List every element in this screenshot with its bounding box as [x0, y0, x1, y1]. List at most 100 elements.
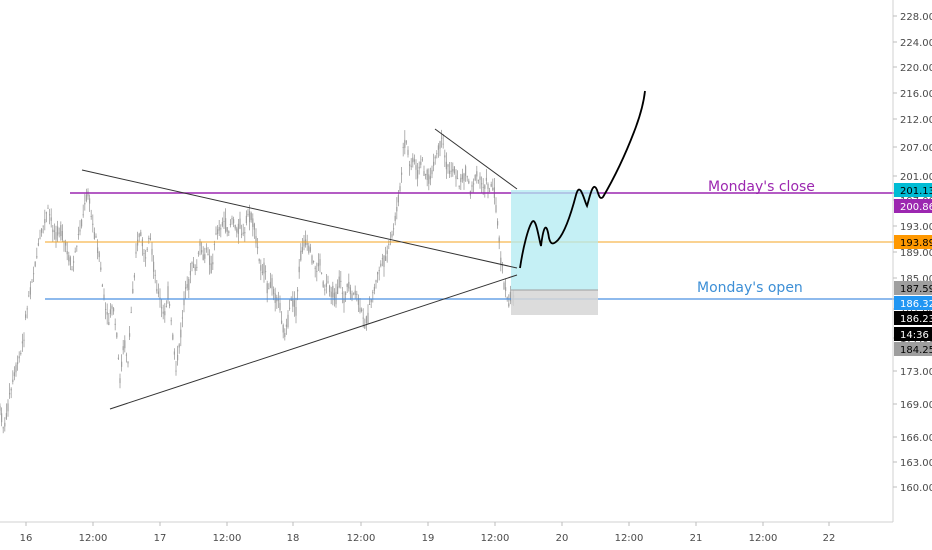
candle-body — [418, 166, 420, 169]
price-badge-bg — [894, 199, 932, 213]
candle-body — [41, 228, 43, 233]
candle-body — [165, 306, 167, 308]
candle-body — [65, 241, 67, 246]
candle-body — [335, 291, 337, 305]
candle-body — [20, 353, 22, 354]
price-badge-label: 186.23 — [900, 314, 932, 325]
candle-body — [172, 334, 174, 340]
candle-body — [301, 247, 303, 252]
candle-body — [343, 298, 345, 303]
trendline-top-short[interactable] — [434, 128, 518, 190]
candle-body — [183, 298, 185, 306]
candle-body — [466, 176, 468, 178]
candle-body — [452, 169, 454, 172]
candle-body — [311, 255, 313, 264]
candle-body — [401, 172, 403, 175]
candle-body — [77, 234, 79, 235]
candle-body — [189, 271, 191, 276]
projection-path[interactable] — [519, 90, 646, 269]
candle-body — [340, 280, 342, 282]
candle-body — [338, 276, 340, 288]
candle-body — [322, 281, 324, 287]
candle-body — [290, 298, 292, 301]
candle-body — [337, 286, 339, 294]
trendline-lower[interactable] — [109, 274, 518, 410]
candle-body — [450, 170, 452, 172]
candle-body — [409, 164, 411, 166]
price-axis[interactable]: 228.00 224.00 220.00 216.00 212.00 207.00 201.… — [893, 12, 932, 494]
candle-body — [297, 289, 299, 292]
candle-body — [327, 281, 329, 283]
candle-body — [361, 309, 363, 311]
candle-body — [82, 214, 84, 216]
candle-body — [348, 281, 350, 289]
candle-body — [68, 255, 70, 262]
candle-body — [445, 161, 447, 170]
candle-body — [210, 263, 212, 274]
candle-body — [149, 238, 151, 240]
candle-body — [185, 287, 187, 289]
candle-body — [471, 184, 473, 187]
candle-body — [241, 233, 243, 235]
price-badge-bg — [894, 327, 932, 341]
candle-body — [330, 291, 332, 297]
candle-body — [309, 247, 311, 252]
candle-body — [303, 240, 305, 247]
candle-body — [333, 292, 335, 301]
candle-body — [453, 166, 455, 174]
target-box[interactable] — [511, 190, 598, 290]
candle-body — [420, 161, 422, 165]
candle-body — [201, 250, 203, 253]
candle-body — [316, 270, 318, 272]
candle-body — [133, 275, 135, 278]
candle-body — [90, 216, 92, 217]
candle-body — [18, 356, 20, 359]
candle-body — [386, 250, 388, 254]
candle-body — [317, 263, 319, 267]
candle-body — [250, 212, 252, 221]
candle-body — [375, 280, 377, 282]
candle-body — [500, 257, 502, 266]
candle-body — [353, 292, 355, 294]
trendline-upper[interactable] — [81, 169, 518, 269]
candle-body — [314, 267, 316, 269]
candle-body — [367, 312, 369, 325]
candle-body — [9, 392, 11, 395]
candle-body — [39, 237, 41, 239]
price-badge-label: 14:36 — [900, 330, 929, 341]
candle-body — [26, 308, 28, 310]
candle-body — [233, 219, 235, 224]
candle-body — [52, 229, 54, 233]
time-axis[interactable]: 16 12:00 17 12:00 18 12:00 19 12:00 20 12:00 21 12:… — [20, 522, 836, 544]
y-tick-label: 220.00 — [900, 63, 932, 74]
candle-body — [89, 198, 91, 204]
y-tick-label: 189.00 — [900, 248, 932, 259]
candle-body — [393, 228, 395, 230]
candle-body — [289, 307, 291, 309]
candle-body — [313, 261, 315, 262]
candle-body — [28, 295, 30, 297]
candle-body — [229, 224, 231, 225]
candle-body — [508, 303, 510, 307]
candle-body — [53, 230, 55, 232]
candle-body — [244, 232, 246, 234]
price-badge-bg — [894, 342, 932, 356]
stop-box[interactable] — [511, 290, 598, 315]
candle-body — [49, 214, 51, 216]
candle-body — [362, 317, 364, 319]
candle-body — [509, 292, 511, 302]
candle-body — [228, 231, 230, 233]
candle-body — [140, 232, 142, 237]
candle-body — [55, 232, 57, 240]
candle-body — [271, 278, 273, 289]
candle-body — [108, 322, 110, 325]
candle-body — [159, 297, 161, 299]
candle-body — [261, 271, 263, 273]
candle-body — [205, 248, 207, 250]
candle-body — [175, 370, 177, 372]
candle-body — [143, 253, 145, 254]
x-tick-label: 12:00 — [615, 533, 644, 544]
x-tick-label: 18 — [287, 533, 300, 544]
candle-body — [465, 166, 467, 176]
